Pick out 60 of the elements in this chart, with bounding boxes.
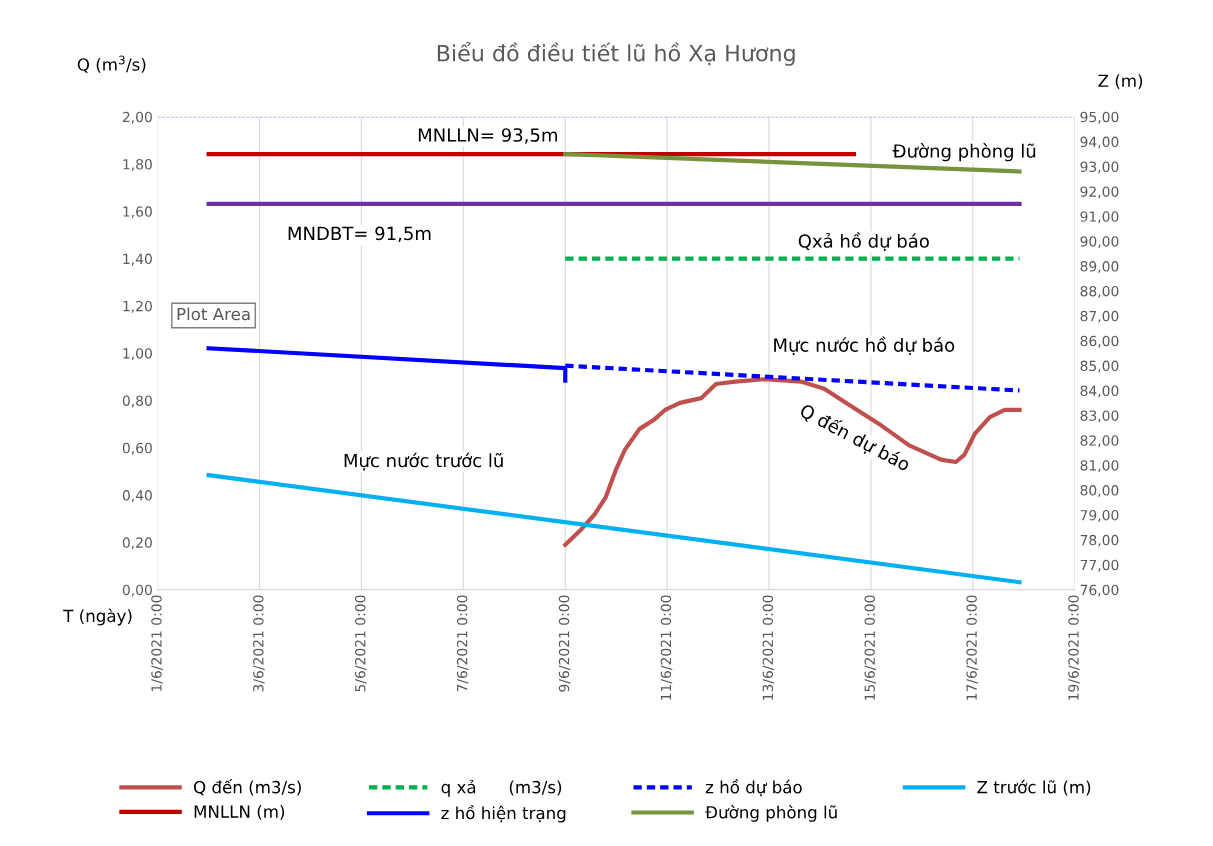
y2-tick-label: 89,00 xyxy=(1080,261,1119,273)
x-tick-label: 7/6/2021 0:00 xyxy=(456,595,469,692)
y2-tick-label: 79,00 xyxy=(1080,509,1119,522)
y2-tick-label: 93,00 xyxy=(1080,161,1119,174)
chart-title: Biểu đồ điều tiết lũ hồ Xạ Hương xyxy=(437,42,795,66)
y2-tick-label: 77,00 xyxy=(1080,559,1119,572)
annotation: Qxả hồ dự báo xyxy=(798,232,929,251)
y2-tick-label: 85,00 xyxy=(1080,360,1119,373)
y-tick-label: 1,60 xyxy=(123,206,152,219)
annotation: MNDBT= 91,5m xyxy=(288,226,431,243)
y2-tick-label: 84,00 xyxy=(1080,385,1119,398)
annotation: Đường phòng lũ xyxy=(892,143,1036,162)
y2-tick-label: 86,00 xyxy=(1080,335,1119,348)
y-tick-label: 0,80 xyxy=(122,395,152,408)
legend-label: z hồ hiện trạng xyxy=(441,804,566,823)
annotation: Mực nước hồ dự báo xyxy=(774,336,955,355)
y-axis-title: Q (m$^{3}$/s) xyxy=(77,55,146,73)
y2-tick-label: 81,00 xyxy=(1080,460,1119,473)
y-tick-label: 0,20 xyxy=(122,537,152,550)
y2-axis-title: Z (m) xyxy=(1098,74,1143,90)
x-tick-label: 5/6/2021 0:00 xyxy=(355,595,367,692)
x-tick-label: 17/6/2021 0:00 xyxy=(966,595,978,700)
y2-tick-label: 92,00 xyxy=(1080,186,1119,199)
legend-label: Đường phòng lũ xyxy=(705,804,837,822)
y-tick-label: 0,60 xyxy=(122,442,152,455)
annotation: Plot Area xyxy=(177,307,250,321)
legend-label: MNLLN (m) xyxy=(194,805,285,820)
y2-tick-label: 88,00 xyxy=(1080,285,1119,298)
legend-label: z hồ dự báo xyxy=(705,779,802,797)
x-tick-label: 1/6/2021 0:00 xyxy=(151,595,163,691)
x-tick-label: 15/6/2021 0:00 xyxy=(864,595,877,700)
legend-label: Z trước lũ (m) xyxy=(977,779,1091,796)
x-tick-label: 19/6/2021 0:00 xyxy=(1068,595,1080,700)
y-tick-label: 0,00 xyxy=(122,584,152,597)
y2-tick-label: 82,00 xyxy=(1080,435,1119,448)
legend-label: q xả (m3/s) xyxy=(441,779,562,797)
y-tick-label: 2,00 xyxy=(122,111,152,124)
annotation: Q đến dự báo xyxy=(797,401,913,475)
y-tick-label: 1,40 xyxy=(123,253,152,266)
x-tick-label: 3/6/2021 0:00 xyxy=(253,595,265,692)
y2-tick-label: 90,00 xyxy=(1080,236,1119,249)
y2-tick-label: 91,00 xyxy=(1080,211,1119,224)
legend-label: Q đến (m3/s) xyxy=(194,779,301,796)
x-tick-label: 11/6/2021 0:00 xyxy=(660,595,673,700)
annotation: Mực nước trước lũ xyxy=(344,452,503,471)
y2-tick-label: 80,00 xyxy=(1080,485,1119,497)
x-tick-label: 9/6/2021 0:00 xyxy=(558,595,571,692)
y-tick-label: 0,40 xyxy=(122,490,152,502)
y2-tick-label: 83,00 xyxy=(1080,410,1119,423)
y2-tick-label: 78,00 xyxy=(1080,534,1119,547)
x-tick-label: 13/6/2021 0:00 xyxy=(762,595,775,700)
y-tick-label: 1,00 xyxy=(123,348,152,361)
y2-tick-label: 87,00 xyxy=(1080,310,1119,323)
y2-tick-label: 94,00 xyxy=(1080,136,1119,149)
y-tick-label: 1,80 xyxy=(123,159,152,171)
x-axis-title: T (ngày) xyxy=(63,608,132,626)
annotation: MNLLN= 93,5m xyxy=(418,128,557,144)
y-tick-label: 1,20 xyxy=(123,300,152,313)
y2-tick-label: 76,00 xyxy=(1080,584,1119,597)
y2-tick-label: 95,00 xyxy=(1080,111,1119,124)
